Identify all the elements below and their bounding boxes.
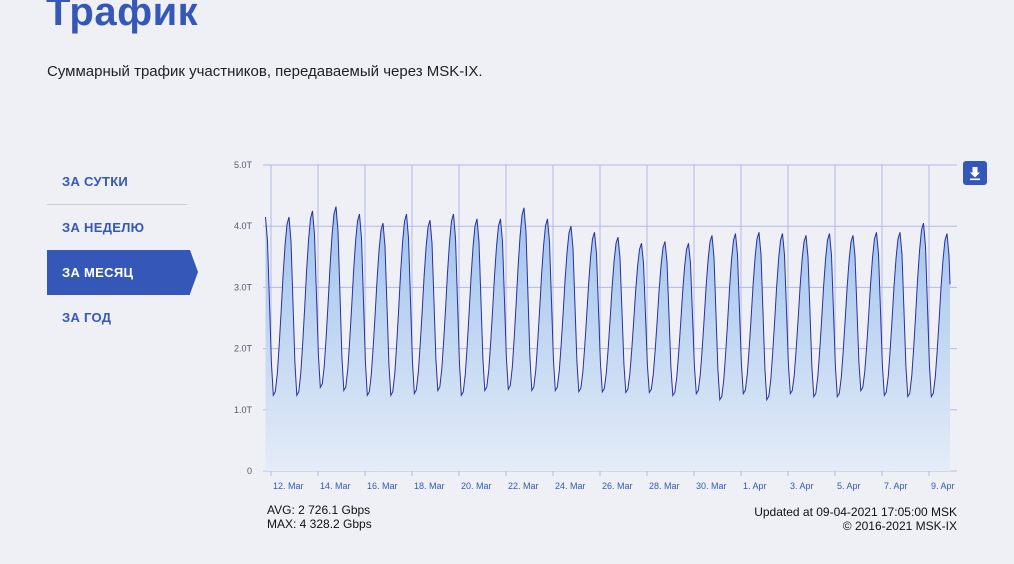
chart-meta: Updated at 09-04-2021 17:05:00 MSK © 201… xyxy=(754,505,957,533)
x-tick-label: 28. Mar xyxy=(649,481,680,491)
traffic-line xyxy=(265,206,951,402)
x-tick-label: 18. Mar xyxy=(414,481,445,491)
copyright: © 2016-2021 MSK-IX xyxy=(842,519,957,533)
page-subtitle: Суммарный трафик участников, передаваемы… xyxy=(47,63,483,80)
x-tick-label: 22. Mar xyxy=(508,481,539,491)
x-tick-label: 7. Apr xyxy=(884,481,908,491)
download-icon xyxy=(970,167,980,181)
traffic-stats: AVG: 2 726.1 Gbps MAX: 4 328.2 Gbps xyxy=(267,503,372,531)
download-button[interactable] xyxy=(963,161,987,185)
x-tick-label: 24. Mar xyxy=(555,481,586,491)
x-tick-label: 1. Apr xyxy=(743,481,767,491)
x-tick-label: 20. Mar xyxy=(461,481,492,491)
x-tick-label: 9. Apr xyxy=(931,481,955,491)
x-tick-label: 3. Apr xyxy=(790,481,814,491)
x-tick-label: 26. Mar xyxy=(602,481,633,491)
x-tick-label: 5. Apr xyxy=(837,481,861,491)
updated-timestamp: Updated at 09-04-2021 17:05:00 MSK xyxy=(754,505,957,519)
period-menu: ЗА СУТКИ ЗА НЕДЕЛЮ ЗА МЕСЯЦ ЗА ГОД xyxy=(47,159,198,340)
page-title: Трафик xyxy=(46,0,199,34)
x-tick-label: 30. Mar xyxy=(696,481,727,491)
max-value: MAX: 4 328.2 Gbps xyxy=(267,517,372,531)
y-tick-label: 4.0T xyxy=(234,221,253,231)
period-tab-year[interactable]: ЗА ГОД xyxy=(62,310,112,325)
traffic-area xyxy=(265,206,950,471)
y-tick-label: 1.0T xyxy=(234,405,253,415)
x-tick-label: 14. Mar xyxy=(320,481,351,491)
y-tick-label: 5.0T xyxy=(234,160,253,170)
period-tab-month[interactable]: ЗА МЕСЯЦ xyxy=(47,250,198,295)
y-tick-label: 2.0T xyxy=(234,344,253,354)
period-tab-day[interactable]: ЗА СУТКИ xyxy=(47,159,187,205)
period-tab-week[interactable]: ЗА НЕДЕЛЮ xyxy=(62,220,145,235)
x-tick-label: 16. Mar xyxy=(367,481,398,491)
y-tick-label: 3.0T xyxy=(234,282,253,292)
y-tick-label: 0 xyxy=(247,466,252,476)
avg-value: AVG: 2 726.1 Gbps xyxy=(267,503,371,517)
x-tick-label: 12. Mar xyxy=(273,481,304,491)
